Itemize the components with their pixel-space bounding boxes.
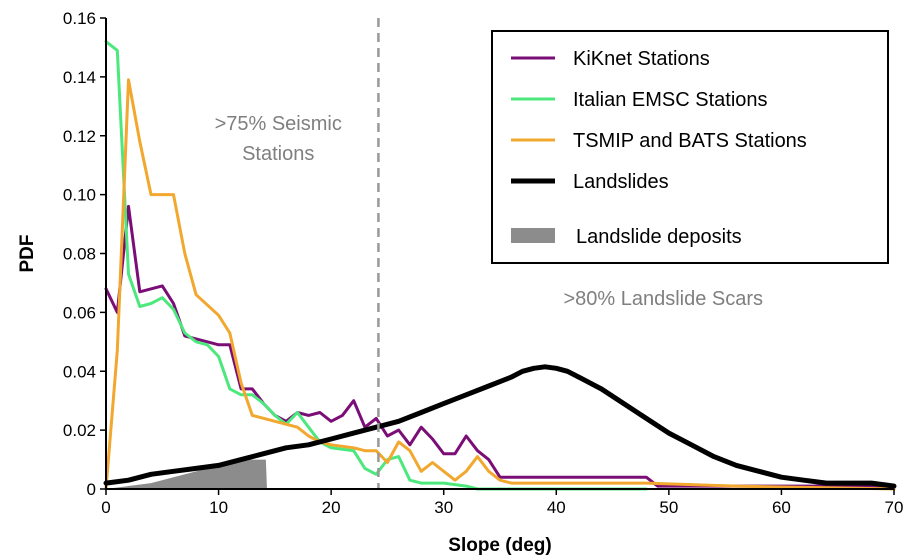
legend-label-landslide-deposits: Landslide deposits [576,226,742,248]
y-tick-label: 0.14 [63,68,96,87]
y-tick-label: 0.10 [63,186,96,205]
x-tick-label: 50 [659,498,678,517]
legend-label-landslides: Landslides [573,171,669,193]
annotation-text: >75% Seismic [215,113,342,135]
y-tick-label: 0.06 [63,303,96,322]
x-tick-label: 0 [101,498,110,517]
x-tick-label: 30 [434,498,453,517]
x-tick-label: 40 [547,498,566,517]
x-tick-label: 70 [885,498,904,517]
y-tick-label: 0.04 [63,362,96,381]
x-tick-label: 60 [772,498,791,517]
series-kiknet-stations [104,204,896,488]
legend-swatch-landslide-deposits [511,228,555,243]
series-italian-emsc-stations [104,40,648,491]
legend-label-tsmip-and-bats-stations: TSMIP and BATS Stations [573,130,807,152]
y-tick-label: 0.16 [63,9,96,28]
series-tsmip-and-bats-stations [104,78,896,491]
series-landslides [103,364,897,489]
x-axis-title: Slope (deg) [448,535,551,556]
x-tick-label: 10 [209,498,228,517]
y-axis-title: PDF [17,235,38,273]
y-tick-label: 0.12 [63,127,96,146]
y-tick-label: 0.02 [63,421,96,440]
legend-box [491,30,889,264]
legend: KiKnet Stations Italian EMSC Stations TSMI… [491,30,889,264]
legend-label-italian-emsc-stations: Italian EMSC Stations [573,89,768,111]
annotation-text: >80% Landslide Scars [563,288,763,310]
annotation-text: Stations [242,143,314,165]
y-tick-label: 0.08 [63,245,96,264]
landslide-deposits-area [106,459,267,489]
legend-label-kiknet-stations: KiKnet Stations [573,48,710,70]
x-tick-label: 20 [322,498,341,517]
y-tick-label: 0 [87,480,96,499]
